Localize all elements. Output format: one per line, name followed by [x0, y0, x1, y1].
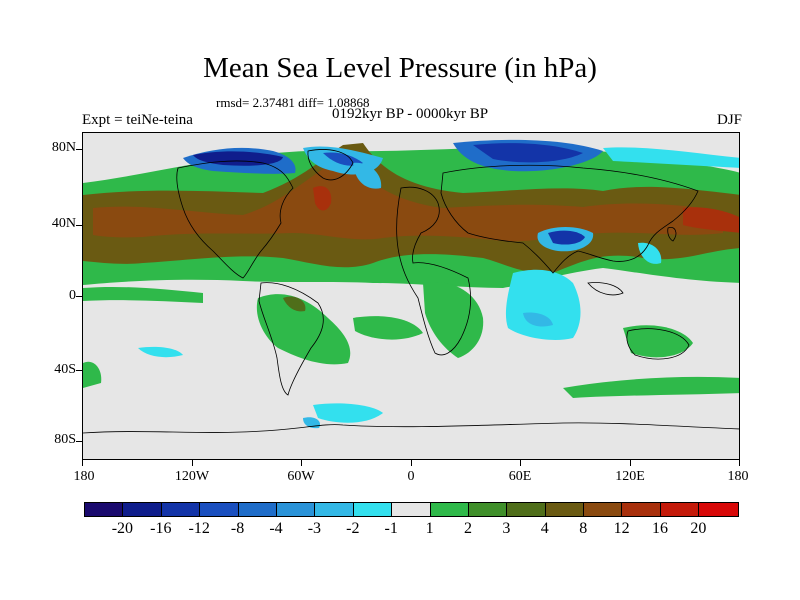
- brown-south-america: [283, 296, 306, 312]
- pressure-anomaly-map: [83, 133, 739, 459]
- south-pacific-cyan: [138, 346, 183, 358]
- coastlines: [83, 149, 739, 434]
- lon-tick: [192, 460, 193, 466]
- lon-tick: [411, 460, 412, 466]
- lat-tick: [76, 296, 82, 297]
- colorbar-label: 1: [425, 520, 434, 537]
- colorbar-label: -3: [307, 520, 322, 537]
- lat-tick: [76, 370, 82, 371]
- lon-label-60e: 60E: [508, 469, 532, 484]
- south-pacific-green-left: [83, 361, 102, 388]
- west-pacific-low: [638, 242, 662, 264]
- colorbar-label: 20: [690, 520, 707, 537]
- tibet-low-inner: [548, 230, 585, 245]
- period-subtitle: 0192kyr BP - 0000kyr BP: [331, 106, 489, 122]
- lon-tick: [301, 460, 302, 466]
- southern-ocean-green: [563, 376, 739, 398]
- lat-label-80s: 80S: [54, 432, 76, 447]
- colorbar-cell: [468, 503, 508, 516]
- colorbar-cell: [200, 503, 239, 516]
- lon-tick: [520, 460, 521, 466]
- south-america-green: [256, 294, 351, 365]
- indian-ocean-core: [523, 312, 553, 327]
- colorbar-label: 16: [652, 520, 668, 537]
- colorbar-cell: [430, 503, 469, 516]
- colorbar: [84, 502, 739, 517]
- south-atlantic-cyan: [313, 403, 383, 423]
- lat-label-40n: 40N: [51, 216, 76, 231]
- africa-green: [423, 282, 484, 358]
- colorbar-label: -12: [188, 520, 210, 537]
- north-america-coast: [176, 160, 294, 279]
- lon-label-180w: 180: [73, 469, 95, 484]
- experiment-label: Expt = teiNe-teina: [82, 112, 193, 128]
- colorbar-label: -1: [384, 520, 398, 537]
- lon-label-180e: 180: [727, 469, 749, 484]
- colorbar-cell: [584, 503, 623, 516]
- lat-label-eq: 0: [69, 288, 76, 303]
- greenland-coast: [307, 149, 354, 181]
- season-label: DJF: [716, 112, 742, 128]
- nh-brown-core: [93, 163, 723, 242]
- colorbar-label: 4: [540, 520, 549, 537]
- lat-label-40s: 40S: [54, 362, 76, 377]
- arctic-blue-europe: [353, 162, 382, 189]
- south-america-coast: [258, 282, 324, 396]
- stats-text: rmsd= 2.37481 diff= 1.08868: [216, 95, 370, 110]
- map-panel: [82, 132, 740, 460]
- arctic-cyan-east: [603, 147, 739, 168]
- australia-coast: [626, 328, 690, 360]
- south-atlantic-green: [353, 316, 423, 340]
- australia-green: [623, 325, 693, 358]
- asia-red-core: [683, 207, 739, 233]
- colorbar-label: -16: [150, 520, 172, 537]
- colorbar-cell: [392, 503, 431, 516]
- colorbar-cell: [85, 503, 124, 516]
- europe-africa-coast: [396, 186, 472, 356]
- lon-label-60w: 60W: [287, 469, 315, 484]
- lat-tick: [76, 225, 82, 226]
- japan-coast: [667, 226, 677, 242]
- lat-tick: [76, 441, 82, 442]
- colorbar-label: 3: [502, 520, 511, 537]
- lon-label-120w: 120W: [174, 469, 210, 484]
- drake-cyan: [303, 417, 321, 429]
- colorbar-cell: [353, 503, 393, 516]
- indian-ocean-low: [505, 269, 581, 340]
- colorbar-cell: [545, 503, 585, 516]
- colorbar-cell: [660, 503, 700, 516]
- colorbar-label: -20: [111, 520, 134, 537]
- lon-tick: [630, 460, 631, 466]
- colorbar-cell: [161, 503, 201, 516]
- asia-coast: [440, 164, 699, 274]
- colorbar-label: 2: [464, 520, 472, 537]
- colorbar-cell: [123, 503, 162, 516]
- colorbar-label: -4: [269, 520, 283, 537]
- lat-label-80n: 80N: [51, 140, 76, 155]
- colorbar-cell: [622, 503, 661, 516]
- tropical-green-band: [83, 286, 203, 303]
- colorbar-label: -8: [230, 520, 245, 537]
- colorbar-label: 8: [579, 520, 588, 537]
- colorbar-label: 12: [613, 520, 630, 537]
- lon-tick: [739, 460, 740, 466]
- colorbar-cell: [699, 503, 738, 516]
- nh-red-core: [313, 186, 332, 211]
- colorbar-cell: [507, 503, 546, 516]
- lat-tick: [76, 149, 82, 150]
- plot-title: Mean Sea Level Pressure (in hPa): [203, 52, 597, 84]
- colorbar-cell: [276, 503, 316, 516]
- lon-tick: [82, 460, 83, 466]
- lon-label-0: 0: [407, 469, 415, 484]
- colorbar-cell: [315, 503, 354, 516]
- antarctica-coast: [83, 422, 739, 434]
- colorbar-cell: [238, 503, 277, 516]
- arctic-dark-siberia: [473, 143, 583, 163]
- colorbar-label: -2: [346, 520, 360, 537]
- lon-label-120e: 120E: [615, 469, 645, 484]
- indonesia-coast: [587, 282, 624, 296]
